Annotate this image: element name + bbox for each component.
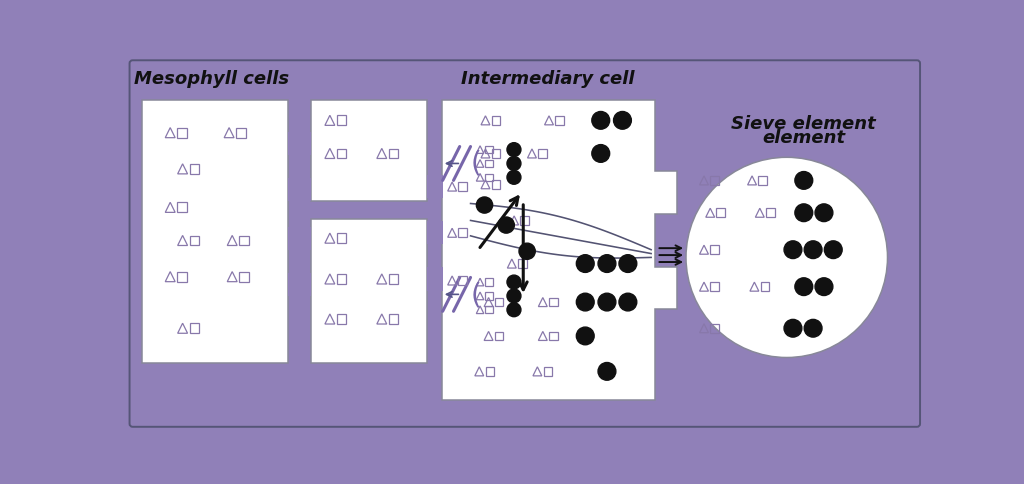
Text: (: ( [471, 150, 481, 177]
Circle shape [507, 289, 521, 303]
Circle shape [815, 278, 833, 296]
Bar [485, 306, 493, 314]
Bar [766, 209, 775, 218]
Bar [427, 176, 442, 199]
Bar [189, 165, 200, 174]
Bar [759, 177, 767, 185]
Circle shape [618, 294, 637, 311]
Bar [485, 367, 495, 376]
Bar [485, 147, 493, 154]
Bar [549, 332, 558, 341]
Bar [142, 100, 288, 363]
Bar [555, 117, 564, 125]
Circle shape [784, 242, 802, 259]
Bar [539, 150, 547, 159]
Circle shape [507, 171, 521, 185]
Bar [711, 177, 719, 185]
Bar [311, 219, 427, 363]
Circle shape [598, 363, 615, 380]
Circle shape [824, 242, 842, 259]
FancyBboxPatch shape [130, 61, 920, 427]
Circle shape [476, 197, 493, 213]
Bar [485, 174, 493, 182]
Circle shape [804, 242, 822, 259]
Bar [240, 272, 249, 282]
Bar [177, 272, 186, 282]
Bar [459, 276, 467, 285]
Bar [389, 315, 398, 324]
Bar [717, 209, 725, 218]
Circle shape [795, 172, 813, 190]
Circle shape [613, 112, 632, 130]
Circle shape [598, 255, 615, 273]
Circle shape [784, 320, 802, 337]
Bar [189, 236, 200, 246]
Text: (: ( [471, 281, 481, 309]
Bar [337, 149, 346, 159]
Bar [459, 229, 467, 238]
Circle shape [519, 243, 536, 260]
Bar [240, 236, 249, 246]
Bar [495, 298, 504, 307]
Bar [549, 298, 558, 307]
Text: element: element [762, 129, 846, 147]
Bar [492, 181, 501, 189]
Bar [337, 234, 346, 243]
Bar [518, 259, 526, 269]
Bar [337, 274, 346, 284]
Bar [711, 246, 719, 255]
Circle shape [577, 255, 594, 273]
Bar [177, 203, 186, 213]
Bar [711, 324, 719, 333]
Bar [288, 273, 311, 296]
Circle shape [507, 157, 521, 171]
Bar [311, 100, 427, 202]
Circle shape [598, 294, 615, 311]
Text: Intermediary cell: Intermediary cell [461, 70, 635, 88]
Circle shape [507, 303, 521, 317]
Bar [459, 183, 467, 192]
Bar [485, 292, 493, 300]
Bar [520, 216, 529, 226]
Bar [337, 116, 346, 126]
Circle shape [498, 217, 514, 234]
Bar [288, 179, 311, 202]
Bar [427, 268, 442, 291]
Text: Mesophyll cells: Mesophyll cells [134, 70, 289, 88]
Circle shape [592, 145, 609, 163]
Circle shape [795, 278, 813, 296]
Text: Sieve element: Sieve element [731, 115, 877, 133]
Bar [389, 274, 398, 284]
Bar [427, 222, 442, 245]
Circle shape [507, 275, 521, 289]
Circle shape [815, 204, 833, 222]
Circle shape [795, 204, 813, 222]
Bar [544, 367, 552, 376]
Bar [288, 227, 311, 250]
Bar [389, 149, 398, 159]
Circle shape [618, 255, 637, 273]
Bar [492, 117, 501, 125]
Polygon shape [442, 100, 677, 400]
Circle shape [507, 143, 521, 157]
Circle shape [686, 158, 888, 358]
Circle shape [577, 294, 594, 311]
Bar [337, 315, 346, 324]
Circle shape [804, 320, 822, 337]
Bar [711, 283, 719, 291]
Circle shape [592, 112, 609, 130]
Bar [485, 279, 493, 286]
Bar [237, 128, 246, 138]
Bar [177, 128, 186, 138]
Bar [288, 133, 311, 156]
Bar [495, 332, 504, 341]
Bar [761, 283, 769, 291]
Bar [189, 324, 200, 333]
Bar [492, 150, 501, 159]
Bar [485, 160, 493, 168]
Circle shape [577, 327, 594, 345]
